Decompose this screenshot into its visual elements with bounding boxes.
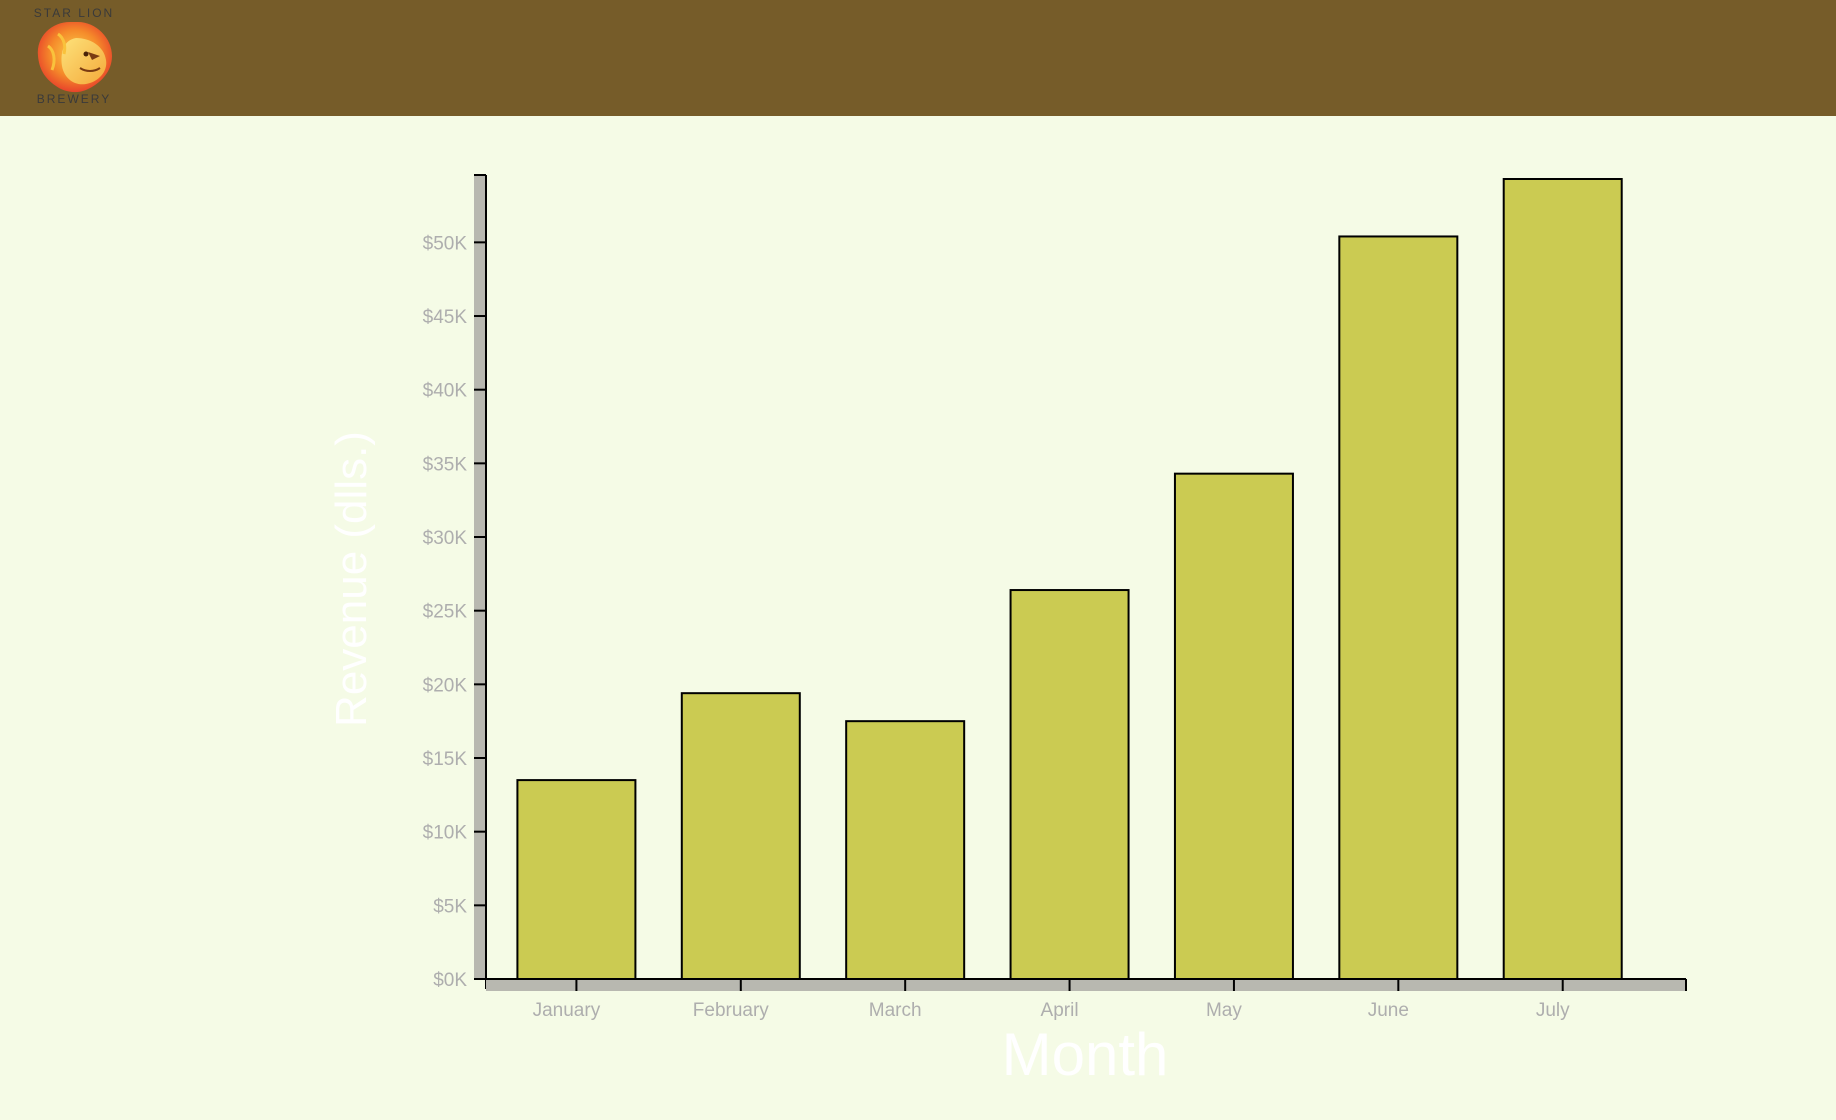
x-tick-label: March: [869, 1000, 922, 1021]
y-tick-label: $30K: [423, 528, 468, 549]
y-tick-label: $45K: [423, 307, 468, 328]
lion-head-icon: [37, 22, 112, 93]
bar-may: [1173, 472, 1294, 980]
bar-july: [1502, 178, 1623, 980]
y-axis-band: [474, 175, 486, 979]
x-tick-label: April: [1041, 1000, 1079, 1021]
header-bar: STAR LION BREWERY: [0, 0, 1836, 116]
y-tick-label: $25K: [423, 602, 468, 623]
x-tick-label: January: [533, 1000, 601, 1021]
y-axis-title: Revenue (dlls.): [327, 431, 376, 727]
bar-february: [680, 692, 801, 980]
bar-march: [845, 720, 966, 980]
brand-logo[interactable]: STAR LION BREWERY: [26, 6, 122, 110]
bar-june: [1338, 235, 1459, 981]
revenue-bar-chart: $0K $5K $10K $15K $20K $25K $30K $35K $40K $45K $5…: [327, 174, 1687, 1088]
bar-april: [1009, 589, 1130, 980]
x-tick-label: May: [1206, 1000, 1242, 1021]
y-tick-label: $50K: [423, 233, 468, 254]
logo-top-text: STAR LION: [33, 6, 115, 20]
y-tick-label: $10K: [423, 823, 468, 844]
y-tick-label: $20K: [423, 675, 468, 696]
x-tick-label: February: [693, 1000, 770, 1021]
y-tick-label: $35K: [423, 454, 468, 475]
x-tick-label: June: [1368, 1000, 1409, 1021]
y-tick-label: $40K: [423, 381, 468, 402]
y-tick-label: $15K: [423, 749, 468, 770]
y-tick-label: $5K: [433, 896, 467, 917]
logo-bottom-text: BREWERY: [36, 92, 112, 106]
x-tick-label: July: [1536, 1000, 1570, 1021]
bar-january: [516, 779, 637, 981]
x-axis-title: Month: [1002, 1021, 1169, 1088]
y-tick-label: $0K: [433, 970, 467, 991]
x-axis-band: [486, 979, 1686, 991]
